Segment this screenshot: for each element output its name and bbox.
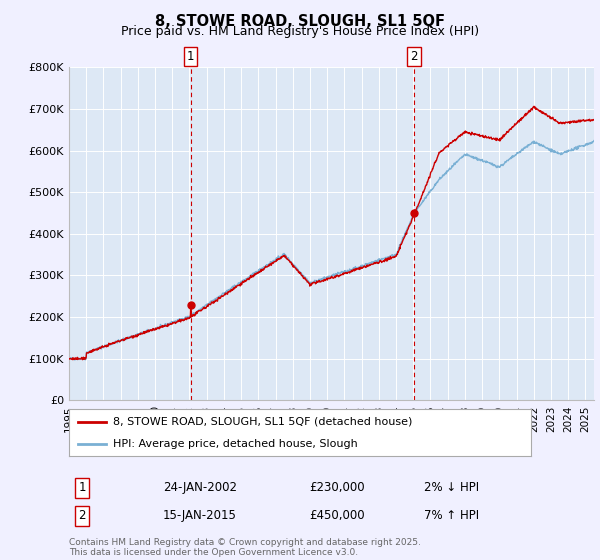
Text: 8, STOWE ROAD, SLOUGH, SL1 5QF (detached house): 8, STOWE ROAD, SLOUGH, SL1 5QF (detached…	[113, 417, 412, 427]
Text: 8, STOWE ROAD, SLOUGH, SL1 5QF: 8, STOWE ROAD, SLOUGH, SL1 5QF	[155, 14, 445, 29]
Text: Price paid vs. HM Land Registry's House Price Index (HPI): Price paid vs. HM Land Registry's House …	[121, 25, 479, 38]
Text: 2: 2	[78, 509, 86, 522]
Text: 2% ↓ HPI: 2% ↓ HPI	[424, 481, 479, 494]
Text: 24-JAN-2002: 24-JAN-2002	[163, 481, 237, 494]
Text: 1: 1	[187, 50, 194, 63]
Text: £450,000: £450,000	[309, 509, 365, 522]
Text: Contains HM Land Registry data © Crown copyright and database right 2025.
This d: Contains HM Land Registry data © Crown c…	[69, 538, 421, 557]
Text: £230,000: £230,000	[309, 481, 365, 494]
Text: 7% ↑ HPI: 7% ↑ HPI	[424, 509, 479, 522]
Text: 1: 1	[78, 481, 86, 494]
Text: 15-JAN-2015: 15-JAN-2015	[163, 509, 237, 522]
Text: 2: 2	[410, 50, 418, 63]
Text: HPI: Average price, detached house, Slough: HPI: Average price, detached house, Slou…	[113, 438, 358, 449]
